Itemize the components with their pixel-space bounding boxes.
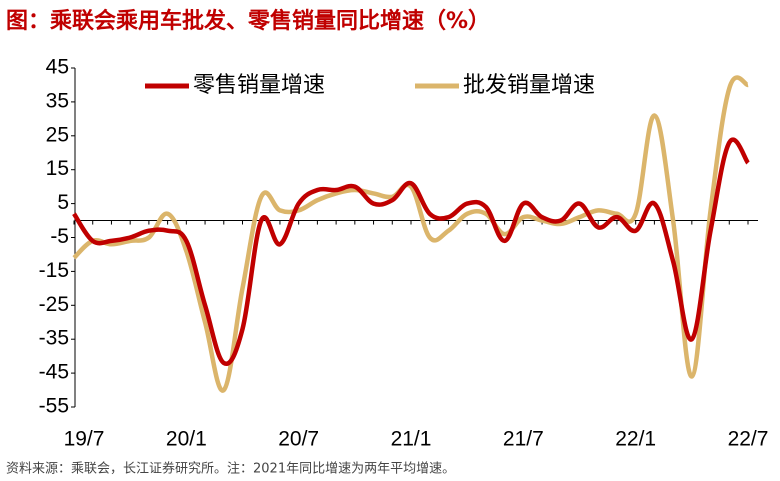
series-line [72, 137, 750, 366]
chart-title: 图：乘联会乘用车批发、零售销量同比增速（%） [6, 8, 490, 34]
x-tick-label: 20/1 [166, 428, 207, 451]
y-tick-label: -45 [39, 361, 69, 384]
y-tick-label: -15 [39, 259, 69, 282]
y-tick-label: 15 [46, 157, 69, 180]
x-tick-label: 21/7 [503, 428, 544, 451]
y-tick-label: -5 [50, 225, 69, 248]
x-tick-label: 19/7 [64, 428, 105, 451]
y-tick-label: -55 [39, 395, 69, 418]
x-tick-label: 21/1 [391, 428, 432, 451]
y-tick-label: 35 [46, 89, 69, 112]
y-tick-label: 5 [57, 191, 69, 214]
y-tick-label: -25 [39, 293, 69, 316]
legend-label: 零售销量增速 [193, 73, 325, 98]
x-tick-label: 22/7 [728, 428, 769, 451]
source-note: 资料来源：乘联会，长江证券研究所。注：2021年同比增速为两年平均增速。 [6, 461, 455, 477]
y-tick-label: 25 [46, 123, 69, 146]
legend-label: 批发销量增速 [463, 73, 595, 98]
series-line [72, 75, 749, 393]
y-tick-label: 45 [46, 56, 69, 79]
x-tick-label: 22/1 [615, 428, 656, 451]
y-tick-label: -35 [39, 327, 69, 350]
x-tick-label: 20/7 [278, 428, 319, 451]
